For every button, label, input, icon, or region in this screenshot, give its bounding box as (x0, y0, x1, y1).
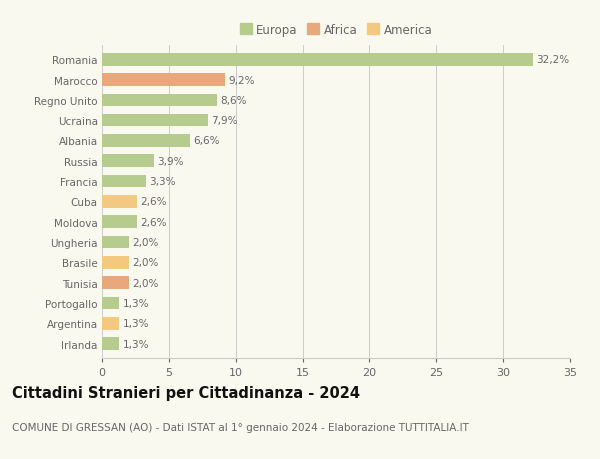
Bar (102, 74, 225, 87)
Bar (102, 196, 137, 208)
Text: 1,3%: 1,3% (123, 339, 149, 349)
Text: 6,6%: 6,6% (194, 136, 220, 146)
Bar (102, 236, 129, 249)
Bar (102, 135, 190, 147)
Text: 2,6%: 2,6% (140, 197, 167, 207)
Text: 32,2%: 32,2% (536, 55, 569, 65)
Bar (102, 115, 208, 127)
Bar (102, 297, 119, 309)
Text: 9,2%: 9,2% (229, 75, 255, 85)
Bar (102, 155, 154, 168)
Text: 2,0%: 2,0% (132, 278, 158, 288)
Text: 8,6%: 8,6% (220, 95, 247, 106)
Text: 7,9%: 7,9% (211, 116, 238, 126)
Text: Cittadini Stranieri per Cittadinanza - 2024: Cittadini Stranieri per Cittadinanza - 2… (12, 386, 360, 401)
Bar (102, 95, 217, 107)
Bar (102, 277, 129, 289)
Text: 1,3%: 1,3% (123, 298, 149, 308)
Text: 3,9%: 3,9% (157, 157, 184, 167)
Bar (102, 257, 129, 269)
Bar (102, 54, 533, 67)
Text: COMUNE DI GRESSAN (AO) - Dati ISTAT al 1° gennaio 2024 - Elaborazione TUTTITALIA: COMUNE DI GRESSAN (AO) - Dati ISTAT al 1… (12, 422, 469, 432)
Text: 3,3%: 3,3% (149, 177, 176, 187)
Bar (102, 175, 146, 188)
Text: 1,3%: 1,3% (123, 319, 149, 329)
Bar (102, 216, 137, 229)
Text: 2,0%: 2,0% (132, 237, 158, 247)
Legend: Europa, Africa, America: Europa, Africa, America (240, 24, 432, 37)
Text: 2,0%: 2,0% (132, 258, 158, 268)
Text: 2,6%: 2,6% (140, 217, 167, 227)
Bar (102, 337, 119, 350)
Bar (102, 317, 119, 330)
